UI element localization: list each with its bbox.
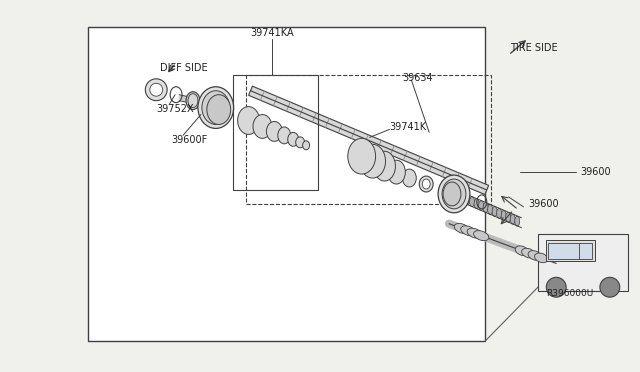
Ellipse shape	[303, 141, 310, 150]
Ellipse shape	[492, 206, 497, 217]
Ellipse shape	[237, 107, 259, 134]
Ellipse shape	[438, 175, 470, 213]
Ellipse shape	[465, 195, 470, 205]
Text: 39741K: 39741K	[390, 122, 427, 132]
Text: 39634: 39634	[403, 73, 433, 83]
Ellipse shape	[515, 216, 520, 226]
Ellipse shape	[510, 214, 515, 224]
Ellipse shape	[186, 92, 200, 110]
FancyBboxPatch shape	[248, 86, 489, 195]
Ellipse shape	[470, 197, 474, 207]
Ellipse shape	[528, 251, 541, 260]
Ellipse shape	[419, 176, 433, 192]
Ellipse shape	[188, 94, 198, 108]
Ellipse shape	[145, 79, 167, 101]
Bar	[538, 234, 628, 291]
Ellipse shape	[374, 151, 396, 181]
Bar	[579, 243, 592, 259]
Bar	[246, 75, 491, 204]
Ellipse shape	[506, 212, 511, 222]
Ellipse shape	[522, 248, 535, 258]
Ellipse shape	[474, 199, 479, 209]
Ellipse shape	[207, 95, 230, 125]
Ellipse shape	[515, 246, 529, 256]
Bar	[88, 27, 485, 341]
Ellipse shape	[288, 132, 299, 146]
Ellipse shape	[348, 138, 376, 174]
Bar	[233, 75, 318, 190]
Ellipse shape	[266, 122, 282, 141]
Ellipse shape	[461, 226, 476, 236]
Ellipse shape	[403, 169, 416, 187]
Ellipse shape	[454, 224, 470, 234]
Ellipse shape	[198, 87, 234, 128]
Ellipse shape	[442, 179, 466, 209]
Circle shape	[600, 277, 620, 297]
Ellipse shape	[443, 182, 461, 206]
Ellipse shape	[534, 253, 548, 263]
Ellipse shape	[387, 160, 405, 184]
Bar	[547, 240, 595, 262]
Ellipse shape	[501, 211, 506, 220]
Text: R396000U: R396000U	[546, 289, 593, 298]
Ellipse shape	[461, 193, 465, 203]
Ellipse shape	[451, 189, 456, 199]
Ellipse shape	[202, 91, 230, 125]
Text: 39600F: 39600F	[171, 135, 207, 145]
Ellipse shape	[296, 137, 305, 148]
Ellipse shape	[483, 203, 488, 212]
Text: TIRE SIDE: TIRE SIDE	[509, 43, 557, 53]
Ellipse shape	[474, 231, 489, 241]
Text: 39600: 39600	[580, 167, 611, 177]
Text: 39600: 39600	[529, 199, 559, 209]
Text: 39741KA: 39741KA	[250, 28, 294, 38]
Text: DIFF SIDE: DIFF SIDE	[160, 63, 208, 73]
Ellipse shape	[497, 208, 502, 218]
Ellipse shape	[150, 83, 163, 96]
Ellipse shape	[467, 228, 483, 238]
Ellipse shape	[253, 115, 272, 138]
Ellipse shape	[456, 191, 461, 201]
Ellipse shape	[278, 127, 291, 144]
Bar	[548, 243, 580, 259]
Ellipse shape	[360, 144, 385, 178]
Ellipse shape	[422, 179, 430, 189]
Ellipse shape	[479, 201, 484, 211]
Text: 39752X: 39752X	[156, 103, 194, 113]
Ellipse shape	[488, 205, 493, 215]
Circle shape	[547, 277, 566, 297]
